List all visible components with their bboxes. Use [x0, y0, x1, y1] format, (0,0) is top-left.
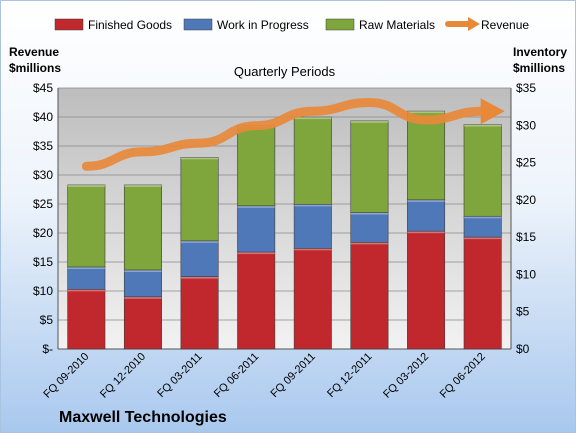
bar-raw-materials [180, 157, 219, 242]
bar-highlight [350, 120, 389, 123]
bar-highlight [180, 157, 219, 160]
y-left-tick-label: $15 [33, 255, 53, 269]
bar-highlight [464, 216, 502, 219]
bar-work-in-progress [237, 205, 276, 253]
y-right-tick-label: $15 [516, 230, 536, 244]
bar-highlight [350, 212, 389, 215]
bar-work-in-progress [407, 199, 446, 232]
y-right-tick-label: $0 [516, 342, 530, 356]
bar-raw-materials [237, 124, 276, 207]
x-tick-label: FQ 09-2010 [41, 351, 91, 401]
x-tick-label: FQ 06-2011 [212, 351, 261, 400]
bar-highlight [464, 124, 502, 127]
bar-highlight [67, 184, 105, 187]
y-right-tick-label: $30 [516, 118, 536, 132]
y-left-tick-label: $30 [33, 168, 53, 182]
bar-finished-goods [463, 236, 502, 350]
x-tick-label: FQ 12-2010 [98, 351, 148, 401]
bar-highlight [294, 248, 332, 251]
y-left-tick-label: $40 [33, 110, 53, 124]
y-left-tick-label: $20 [33, 226, 53, 240]
legend-swatch-work-in-progress [183, 18, 213, 31]
bar-highlight [407, 111, 445, 114]
x-tick-label: FQ 09-2011 [269, 351, 318, 400]
bar-highlight [67, 289, 105, 292]
bar-finished-goods [180, 276, 219, 350]
x-tick-label: FQ 03-2011 [155, 351, 204, 400]
bar-work-in-progress [463, 215, 502, 238]
bar-highlight [350, 242, 389, 245]
y-left-tick-label: $25 [33, 197, 53, 211]
y-right-axis-title-unit: $millions [513, 61, 565, 75]
y-right-tick-label: $35 [516, 81, 536, 95]
y-left-tick-label: $5 [40, 313, 54, 327]
x-tick-label: FQ 12-2011 [325, 351, 374, 400]
bar-raw-materials [123, 184, 162, 271]
legend-label: Raw Materials [359, 18, 435, 32]
bar-work-in-progress [350, 212, 389, 243]
legend-swatch-raw-materials [325, 18, 355, 31]
bar-highlight [237, 205, 275, 208]
y-right-tick-label: $10 [516, 267, 536, 281]
bar-finished-goods [407, 230, 446, 350]
y-left-tick-label: $45 [33, 81, 53, 95]
bar-work-in-progress [293, 204, 332, 249]
x-tick-label: FQ 06-2012 [438, 351, 488, 401]
legend-label: Finished Goods [88, 18, 172, 32]
y-left-axis-title-unit: $millions [9, 61, 61, 75]
chart-title: Quarterly Periods [234, 64, 336, 79]
y-right-tick-label: $25 [516, 156, 536, 170]
bar-work-in-progress [123, 269, 162, 298]
bar-raw-materials [67, 184, 106, 268]
company-name: Maxwell Technologies [59, 409, 227, 426]
bar-raw-materials [293, 116, 332, 205]
y-left-tick-label: $- [42, 342, 53, 356]
bar-highlight [407, 231, 445, 234]
y-right-tick-label: $5 [516, 305, 530, 319]
legend-label: Work in Progress [217, 18, 309, 32]
y-right-tick-label: $20 [516, 193, 536, 207]
bar-highlight [124, 269, 162, 272]
bar-raw-materials [350, 120, 389, 213]
bar-highlight [124, 296, 162, 299]
bar-raw-materials [463, 124, 502, 217]
bar-highlight [464, 237, 502, 240]
bar-finished-goods [293, 248, 332, 350]
bar-highlight [407, 199, 445, 202]
revenue-arrowhead [480, 98, 505, 125]
bar-raw-materials [407, 110, 446, 201]
series-revenue-line [81, 97, 488, 171]
bar-highlight [67, 266, 105, 269]
bar-finished-goods [350, 242, 389, 350]
bar-highlight [294, 117, 332, 120]
bar-highlight [237, 252, 275, 255]
bar-work-in-progress [67, 266, 106, 290]
bar-work-in-progress [180, 240, 219, 277]
y-left-tick-label: $35 [33, 139, 53, 153]
bar-highlight [180, 240, 219, 243]
y-left-axis-title: Revenue [9, 45, 59, 59]
y-left-tick-label: $10 [33, 284, 53, 298]
bar-finished-goods [123, 296, 162, 350]
bar-highlight [124, 184, 162, 187]
legend-label: Revenue [481, 18, 529, 32]
legend-arrowhead [468, 17, 480, 31]
bar-highlight [294, 204, 332, 207]
legend-swatch-finished-goods [54, 18, 84, 31]
bar-finished-goods [67, 289, 106, 350]
bar-highlight [180, 276, 219, 279]
x-tick-label: FQ 03-2012 [381, 351, 431, 401]
y-right-axis-title: Inventory [513, 45, 567, 59]
bar-finished-goods [237, 251, 276, 350]
